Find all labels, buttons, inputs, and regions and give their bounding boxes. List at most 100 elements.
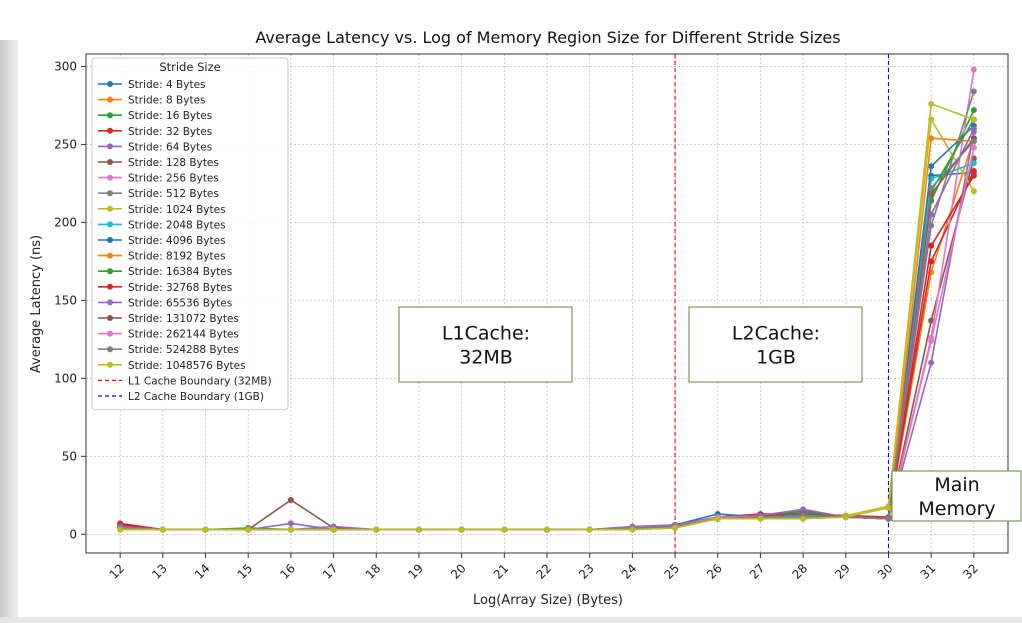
- data-point: [287, 526, 294, 533]
- legend-entry: Stride: 4 Bytes: [128, 79, 206, 91]
- legend-marker: [107, 159, 113, 165]
- legend-entry: Stride: 131072 Bytes: [128, 313, 239, 325]
- legend-entry: Stride: 1024 Bytes: [128, 204, 226, 216]
- x-tick-label: 22: [533, 561, 554, 582]
- data-point: [458, 526, 465, 533]
- data-point: [800, 506, 807, 513]
- x-tick-label: 23: [576, 561, 597, 582]
- data-point: [970, 125, 977, 132]
- data-point: [928, 185, 935, 192]
- legend-marker: [107, 283, 113, 290]
- legend-entry: Stride: 32 Bytes: [128, 126, 212, 138]
- legend-title: Stride Size: [159, 60, 220, 74]
- data-point: [970, 167, 977, 174]
- legend-marker: [107, 252, 113, 259]
- y-tick-label: 150: [54, 293, 77, 307]
- x-tick-label: 15: [235, 561, 256, 582]
- x-tick-label: 16: [277, 561, 298, 582]
- annotation-text: Memory: [918, 498, 995, 520]
- data-point: [928, 135, 935, 142]
- annotation-text: L1Cache:: [442, 323, 530, 345]
- legend-entry: Stride: 4096 Bytes: [128, 235, 226, 247]
- data-point: [544, 526, 550, 533]
- x-tick-label: 19: [405, 561, 426, 582]
- legend-marker: [107, 174, 113, 181]
- y-tick-label: 0: [69, 527, 77, 541]
- data-point: [629, 526, 636, 533]
- legend-entry: Stride: 64 Bytes: [128, 141, 212, 153]
- x-tick-label: 18: [363, 561, 384, 582]
- legend-marker: [107, 221, 113, 228]
- series-group: [117, 66, 977, 533]
- data-point: [245, 526, 252, 533]
- data-point: [117, 526, 124, 533]
- legend-entry: L1 Cache Boundary (32MB): [128, 375, 272, 387]
- x-tick-label: 21: [491, 561, 512, 582]
- annotation-box: [891, 470, 1022, 522]
- data-point: [714, 515, 721, 522]
- x-tick-label: 25: [661, 561, 682, 582]
- legend: Stride Size Stride: 4 Bytes Stride: 8 Byte…: [91, 57, 289, 411]
- legend-box: [91, 57, 289, 411]
- legend-marker: [107, 127, 113, 134]
- x-tick-label: 12: [107, 561, 128, 582]
- y-tick-label: 50: [62, 449, 77, 463]
- legend-marker: [107, 315, 113, 321]
- legend-entry: Stride: 32768 Bytes: [128, 282, 232, 294]
- legend-marker: [107, 299, 113, 306]
- data-point: [287, 496, 294, 503]
- x-axis: 12 13 14 15 16 17 18 19 20 21 22 23 24 25 26 27 28 29 30 31…: [107, 553, 981, 582]
- legend-marker: [107, 96, 113, 103]
- legend-marker: [107, 346, 113, 353]
- data-point: [757, 515, 764, 522]
- x-axis-label: Log(Array Size) (Bytes): [473, 593, 623, 608]
- legend-marker: [107, 237, 113, 243]
- legend-marker: [107, 268, 113, 275]
- legend-entry: Stride: 65536 Bytes: [128, 297, 232, 309]
- data-point: [970, 107, 977, 114]
- legend-entry: Stride: 524288 Bytes: [128, 344, 239, 356]
- legend-marker: [107, 190, 113, 197]
- annotation-text: 1GB: [756, 347, 796, 369]
- legend-entry: Stride: 8192 Bytes: [128, 251, 226, 263]
- x-tick-label: 13: [149, 561, 170, 582]
- x-tick-label: 27: [747, 561, 768, 582]
- data-point: [970, 88, 977, 95]
- y-axis-label: Average Latency (ns): [29, 235, 44, 373]
- data-point: [928, 211, 935, 218]
- boundary-lines: [674, 54, 890, 553]
- data-point: [885, 504, 892, 511]
- x-tick-label: 32: [960, 561, 981, 582]
- legend-entry: Stride: 2048 Bytes: [128, 219, 226, 231]
- legend-entry: Stride: 256 Bytes: [128, 173, 219, 185]
- data-point: [885, 515, 892, 522]
- legend-marker: [107, 143, 113, 150]
- data-point: [970, 144, 977, 151]
- data-point: [970, 172, 977, 179]
- data-point: [928, 337, 935, 344]
- data-point: [330, 526, 337, 533]
- data-point: [586, 526, 593, 533]
- chart-title: Average Latency vs. Log of Memory Region…: [255, 28, 840, 47]
- legend-entry: Stride: 8 Bytes: [128, 95, 206, 107]
- data-point: [970, 116, 977, 123]
- data-point: [202, 526, 209, 533]
- legend-entry: Stride: 1048576 Bytes: [128, 360, 246, 372]
- data-point: [287, 520, 294, 527]
- legend-entry: Stride: 16 Bytes: [128, 110, 212, 122]
- legend-entry: Stride: 128 Bytes: [128, 157, 219, 169]
- data-point: [373, 526, 380, 533]
- data-point: [415, 526, 422, 533]
- legend-marker: [107, 330, 113, 337]
- legend-marker: [107, 81, 113, 87]
- annotation-text: L2Cache:: [732, 323, 820, 345]
- data-point: [970, 160, 977, 167]
- annotation-text: Main: [934, 474, 979, 496]
- legend-entry: Stride: 262144 Bytes: [128, 329, 239, 341]
- data-point: [672, 525, 679, 532]
- legend-marker: [107, 361, 113, 368]
- data-point: [928, 359, 935, 366]
- data-point: [928, 163, 935, 170]
